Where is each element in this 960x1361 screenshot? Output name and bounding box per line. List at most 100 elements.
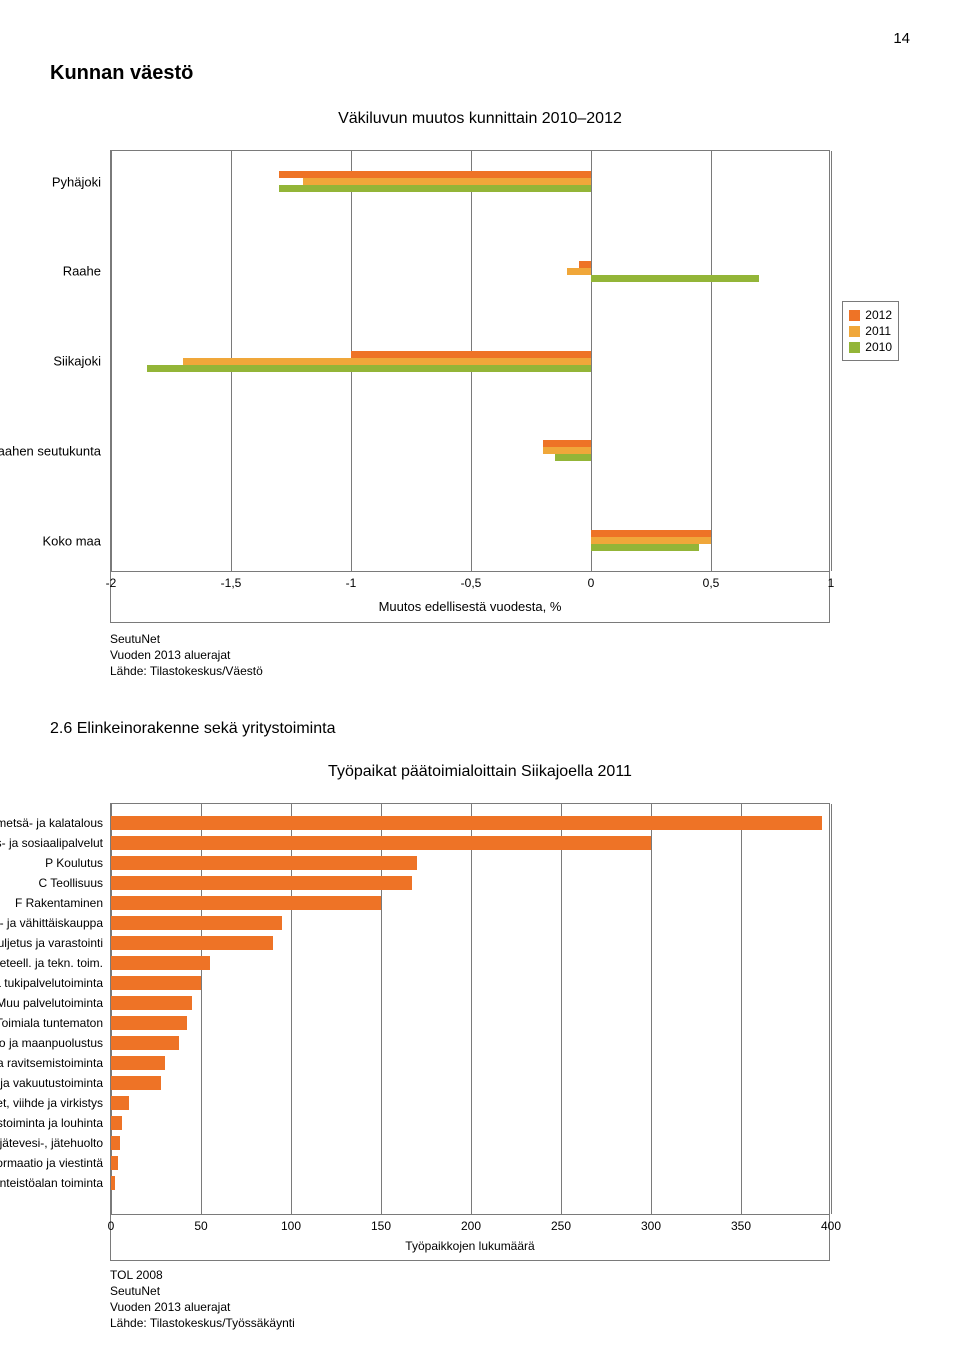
chart1-bar bbox=[579, 261, 591, 268]
chart1-bar bbox=[591, 530, 711, 537]
chart2-bar bbox=[111, 936, 273, 950]
chart1-legend-item: 2011 bbox=[849, 324, 892, 338]
chart1-legend-item: 2012 bbox=[849, 308, 892, 322]
legend-swatch bbox=[849, 342, 860, 353]
chart2-bar bbox=[111, 916, 282, 930]
chart2-bar bbox=[111, 996, 192, 1010]
chart1-bar bbox=[279, 185, 591, 192]
chart1-footer: SeutuNetVuoden 2013 aluerajatLähde: Tila… bbox=[110, 631, 910, 680]
chart1-footer-line: Lähde: Tilastokeskus/Väestö bbox=[110, 663, 910, 679]
chart1-bar bbox=[555, 454, 591, 461]
chart2-category-label: F Rakentaminen bbox=[15, 896, 111, 910]
chart2-bar bbox=[111, 1156, 118, 1170]
chart2-category-label: N Hallinto- ja tukipalvelutoiminta bbox=[0, 976, 111, 990]
chart2-category-label: O Julkinen hallinto ja maanpuolustus bbox=[0, 1036, 111, 1050]
chart1-xlabel: Muutos edellisestä vuodesta, % bbox=[111, 595, 829, 622]
chart1-legend-item: 2010 bbox=[849, 340, 892, 354]
chart1-bar bbox=[279, 171, 591, 178]
chart2-category-label: X Toimiala tuntematon bbox=[0, 1016, 111, 1030]
chart2-footer-line: Vuoden 2013 aluerajat bbox=[110, 1299, 910, 1315]
chart2-category-label: J Informaatio ja viestintä bbox=[0, 1156, 111, 1170]
chart1-xtick-label: -1 bbox=[346, 576, 357, 590]
chart2-xtick-label: 300 bbox=[641, 1219, 661, 1233]
chart2-xtick-label: 200 bbox=[461, 1219, 481, 1233]
legend-label: 2012 bbox=[865, 308, 892, 322]
chart2-footer: TOL 2008SeutuNetVuoden 2013 aluerajatLäh… bbox=[110, 1267, 910, 1332]
chart1: PyhäjokiRaaheSiikajokiRaahen seutukuntaK… bbox=[110, 150, 830, 623]
chart2-bar bbox=[111, 956, 210, 970]
chart2-gridline bbox=[651, 804, 652, 1214]
chart2-bar bbox=[111, 1056, 165, 1070]
chart2-category-label: R Taiteet, viihde ja virkistys bbox=[0, 1096, 111, 1110]
chart1-bar bbox=[147, 365, 591, 372]
chart2-category-label: B Kaivostoiminta ja louhinta bbox=[0, 1116, 111, 1130]
chart1-xtick-label: 1 bbox=[828, 576, 835, 590]
chart1-bar bbox=[303, 178, 591, 185]
chart2-bar bbox=[111, 816, 822, 830]
chart1-category-label: Raahen seutukunta bbox=[0, 443, 111, 458]
chart1-bar bbox=[543, 440, 591, 447]
chart2-xtick-label: 150 bbox=[371, 1219, 391, 1233]
chart2-bar bbox=[111, 1176, 115, 1190]
chart2-category-label: H Kuljetus ja varastointi bbox=[0, 936, 111, 950]
chart2-xlabel: Työpaikkojen lukumäärä bbox=[111, 1236, 829, 1260]
chart2-gridline bbox=[831, 804, 832, 1214]
chart1-legend: 2012 2011 2010 bbox=[842, 301, 899, 361]
chart1-bar bbox=[591, 544, 699, 551]
chart1-gridline bbox=[831, 151, 832, 571]
chart2-plot: A Maa-, metsä- ja kalatalousQ Terveys- j… bbox=[111, 804, 829, 1214]
chart2-xticks: 050100150200250300350400 bbox=[111, 1214, 829, 1236]
chart1-xtick-label: -2 bbox=[106, 576, 117, 590]
chart1-title: Väkiluvun muutos kunnittain 2010–2012 bbox=[50, 110, 910, 128]
legend-swatch bbox=[849, 326, 860, 337]
chart2-bar bbox=[111, 1096, 129, 1110]
chart1-bar bbox=[591, 537, 711, 544]
chart2-bar bbox=[111, 1016, 187, 1030]
chart2-category-label: Q Terveys- ja sosiaalipalvelut bbox=[0, 836, 111, 850]
chart1-category-label: Koko maa bbox=[42, 533, 111, 548]
chart1-gridline bbox=[591, 151, 592, 571]
chart2-category-label: A Maa-, metsä- ja kalatalous bbox=[0, 816, 111, 830]
legend-label: 2010 bbox=[865, 340, 892, 354]
chart2-bar bbox=[111, 836, 651, 850]
chart1-footer-line: SeutuNet bbox=[110, 631, 910, 647]
chart2-footer-line: SeutuNet bbox=[110, 1283, 910, 1299]
chart2-category-label: C Teollisuus bbox=[39, 876, 111, 890]
chart1-bar bbox=[543, 447, 591, 454]
chart2-gridline bbox=[561, 804, 562, 1214]
section2-title: 2.6 Elinkeinorakenne sekä yritystoiminta bbox=[50, 720, 910, 738]
chart2-xtick-label: 400 bbox=[821, 1219, 841, 1233]
chart2-bar bbox=[111, 1136, 120, 1150]
legend-swatch bbox=[849, 310, 860, 321]
chart2-category-label: L Kiinteistöalan toiminta bbox=[0, 1176, 111, 1190]
chart1-gridline bbox=[711, 151, 712, 571]
legend-label: 2011 bbox=[865, 324, 891, 338]
chart2-bar bbox=[111, 896, 381, 910]
chart2-container: A Maa-, metsä- ja kalatalousQ Terveys- j… bbox=[110, 803, 910, 1332]
chart2-xtick-label: 50 bbox=[194, 1219, 207, 1233]
chart2-category-label: P Koulutus bbox=[45, 856, 111, 870]
chart2-bar bbox=[111, 1036, 179, 1050]
chart2-category-label: M Ammatill., tieteell. ja tekn. toim. bbox=[0, 956, 111, 970]
chart1-category-label: Pyhäjoki bbox=[52, 174, 111, 189]
chart2-xtick-label: 100 bbox=[281, 1219, 301, 1233]
chart2-bar bbox=[111, 856, 417, 870]
chart1-gridline bbox=[111, 151, 112, 571]
chart2-category-label: I Majoitus- ja ravitsemistoiminta bbox=[0, 1056, 111, 1070]
chart2-xtick-label: 250 bbox=[551, 1219, 571, 1233]
chart1-bar bbox=[591, 275, 759, 282]
chart2-bar bbox=[111, 876, 412, 890]
page-number: 14 bbox=[50, 30, 910, 47]
chart2-category-label: K Rahoitus- ja vakuutustoiminta bbox=[0, 1076, 111, 1090]
chart1-xtick-label: -1,5 bbox=[221, 576, 242, 590]
chart1-category-label: Raahe bbox=[63, 264, 111, 279]
chart1-xtick-label: -0,5 bbox=[461, 576, 482, 590]
chart1-bar bbox=[351, 351, 591, 358]
chart1-container: PyhäjokiRaaheSiikajokiRaahen seutukuntaK… bbox=[110, 150, 910, 680]
chart1-footer-line: Vuoden 2013 aluerajat bbox=[110, 647, 910, 663]
chart2-category-label: G Tukku- ja vähittäiskauppa bbox=[0, 916, 111, 930]
chart1-bar bbox=[183, 358, 591, 365]
chart2: A Maa-, metsä- ja kalatalousQ Terveys- j… bbox=[110, 803, 830, 1261]
chart2-category-label: E Vesi-, viemäri-, jätevesi-, jätehuolto bbox=[0, 1136, 111, 1150]
chart2-bar bbox=[111, 1076, 161, 1090]
